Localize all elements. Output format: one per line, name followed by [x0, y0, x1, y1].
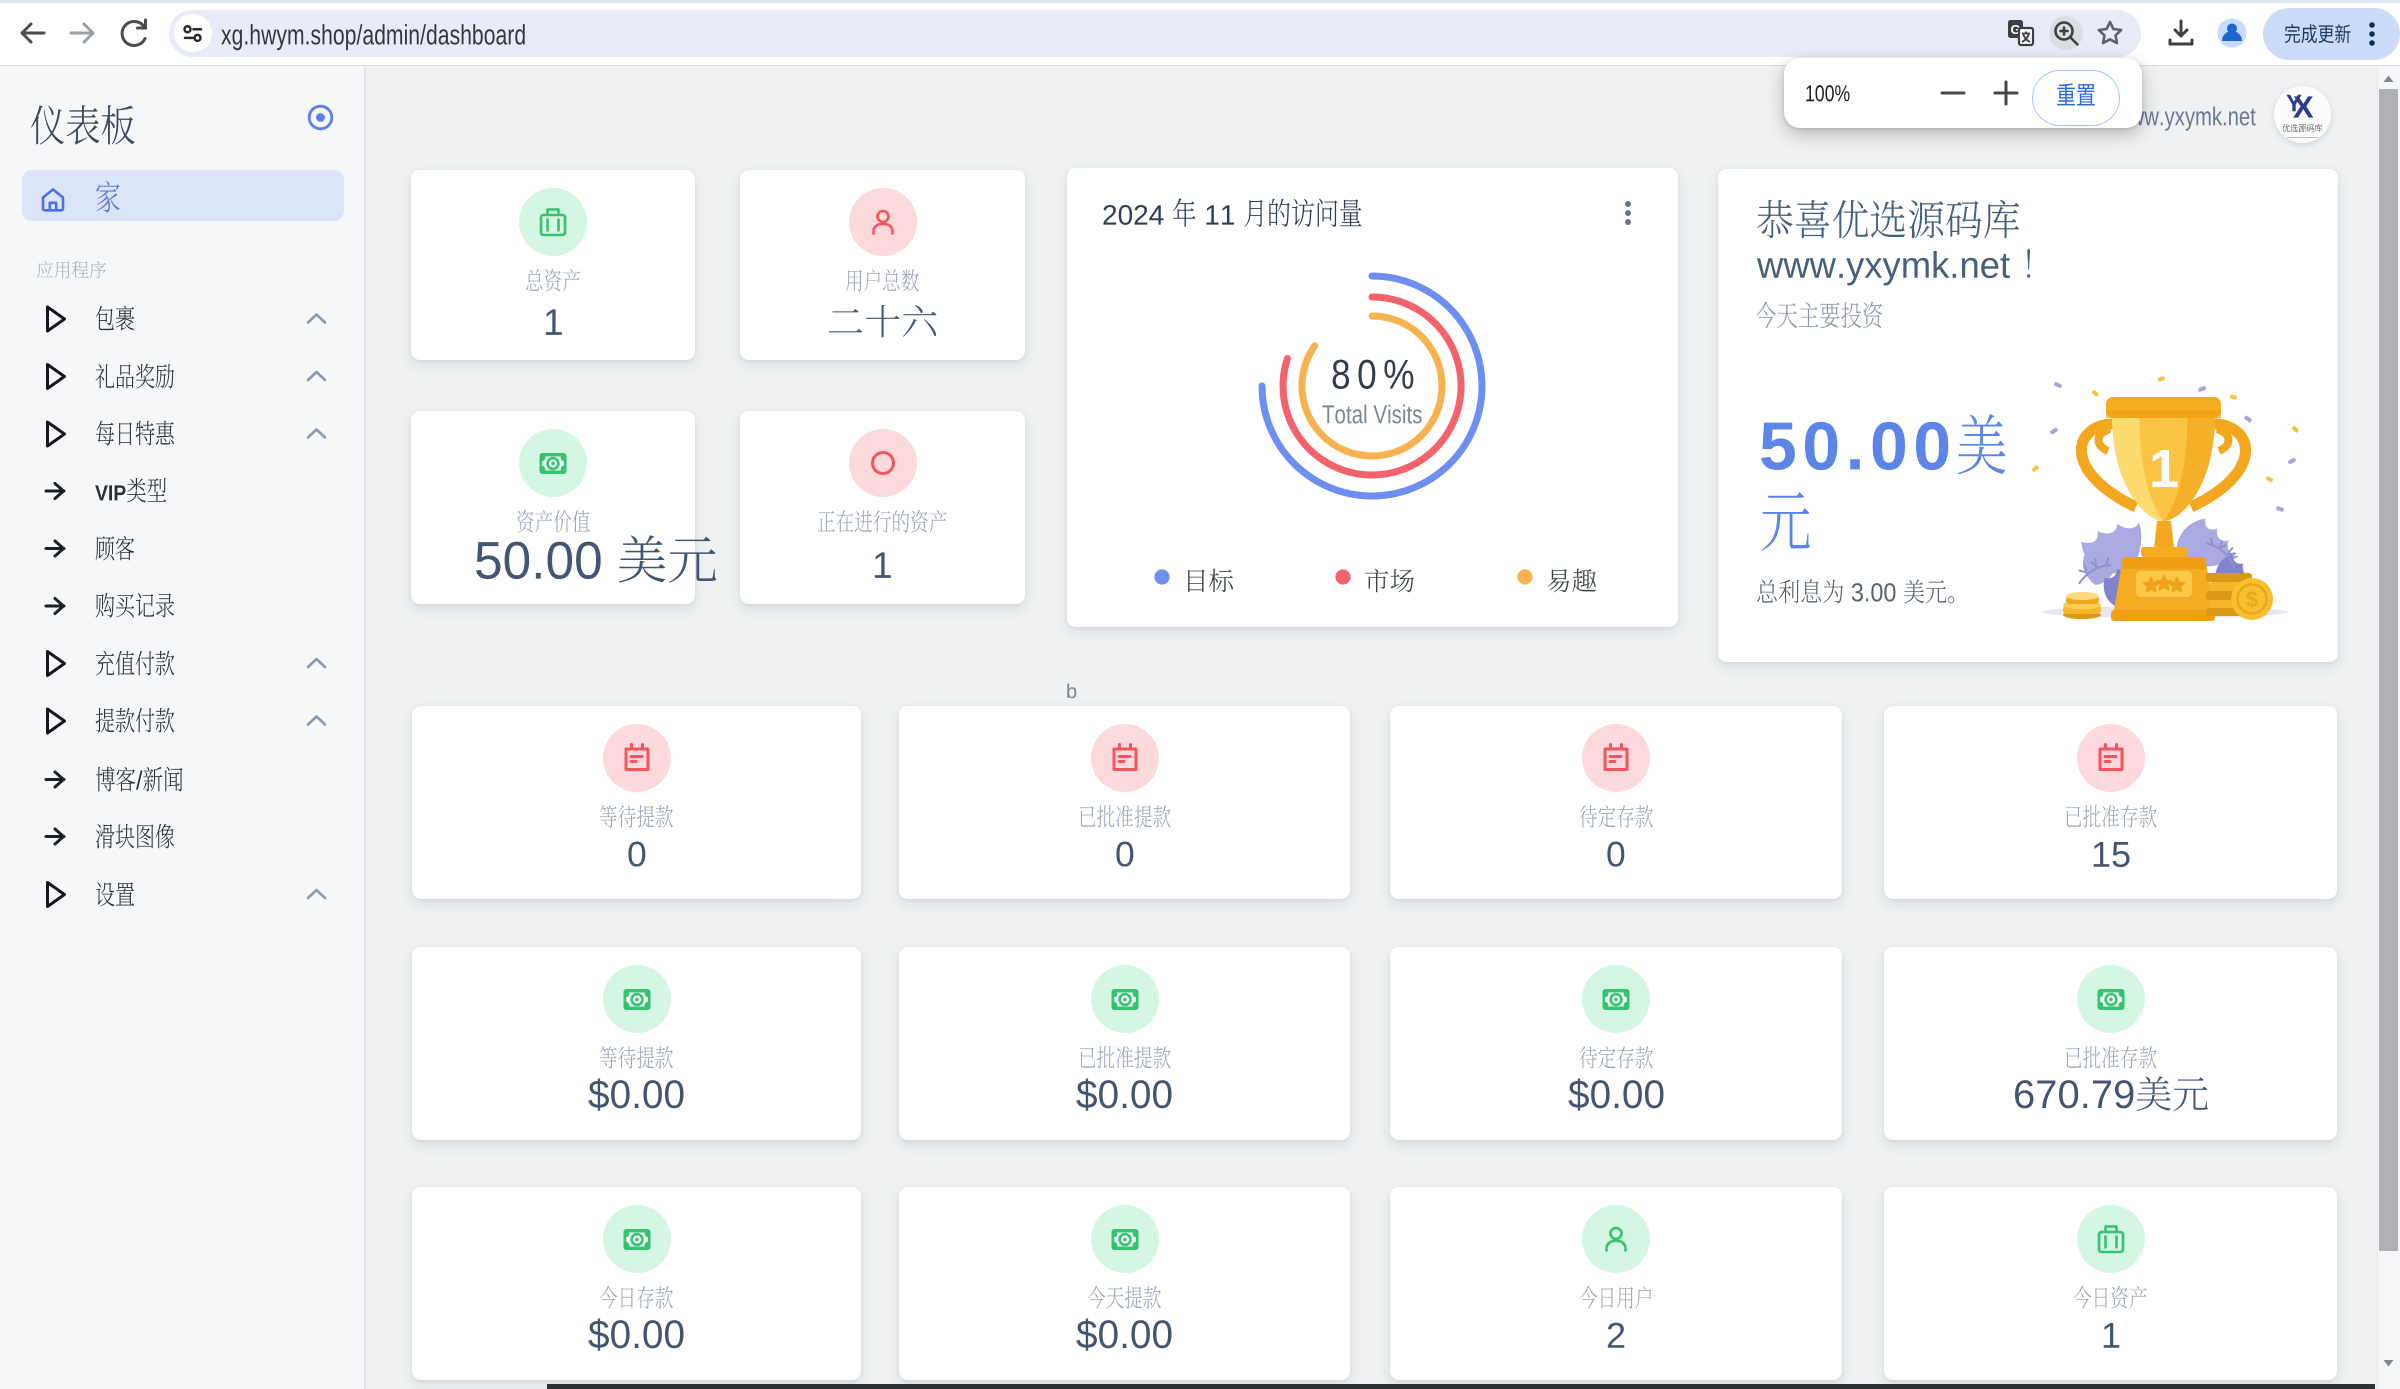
svg-text:$: $: [2246, 587, 2258, 612]
svg-text:1: 1: [2149, 439, 2179, 499]
svg-text:G: G: [2010, 22, 2020, 37]
